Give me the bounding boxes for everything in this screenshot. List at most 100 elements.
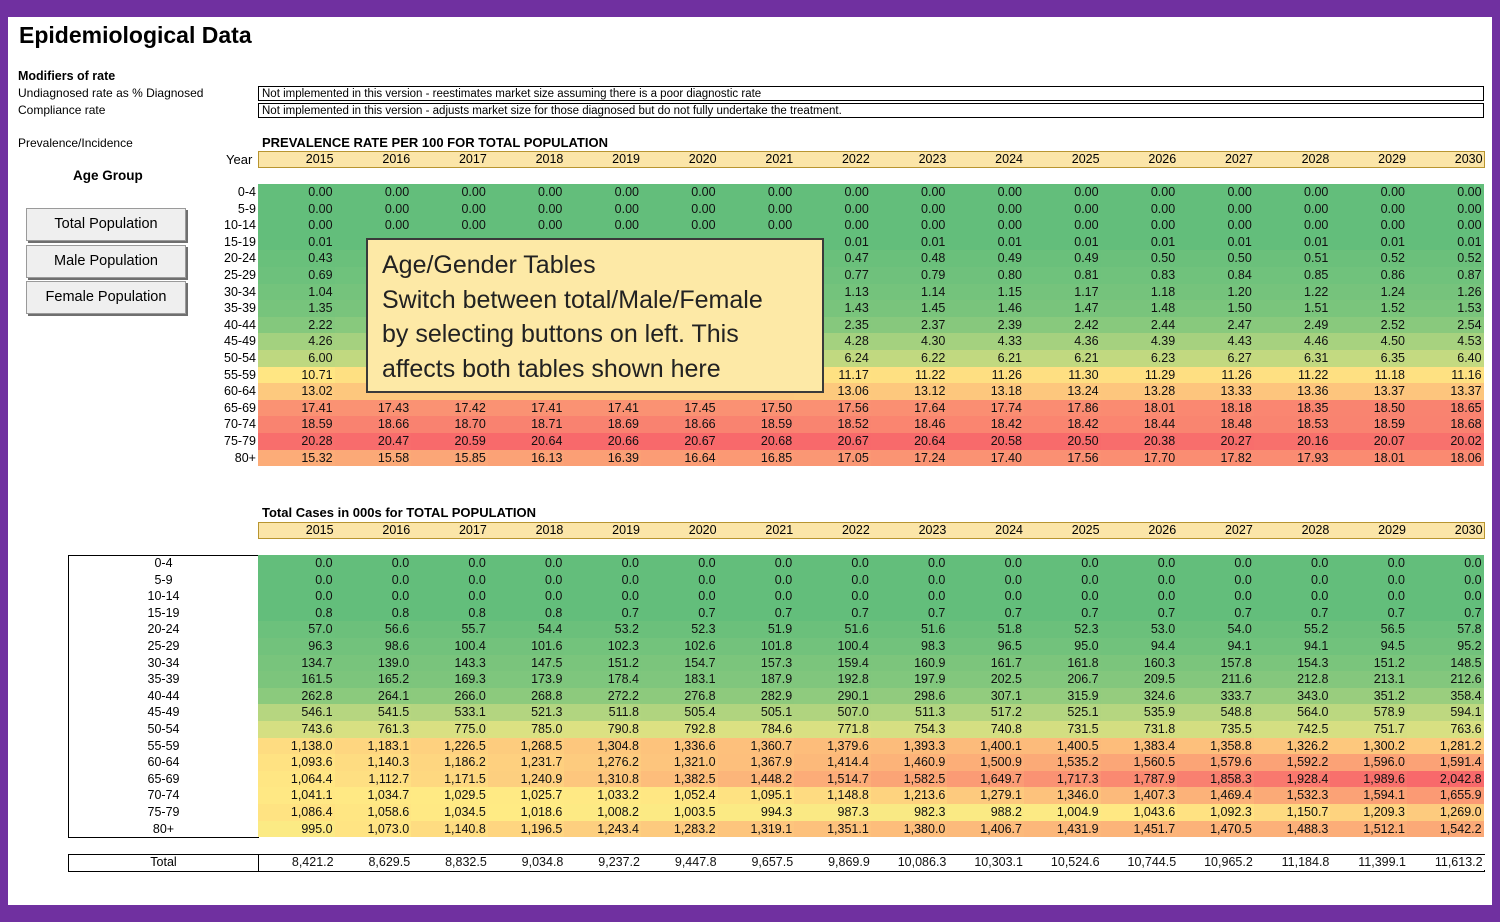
cases-cell[interactable]: 94.1	[1253, 638, 1331, 655]
cases-cell[interactable]: 0.0	[1330, 588, 1407, 605]
cases-cell[interactable]: 0.0	[947, 571, 1024, 589]
prevalence-cell[interactable]: 0.00	[1100, 217, 1178, 234]
prevalence-cell[interactable]: 11.22	[870, 366, 948, 384]
cases-cell[interactable]: 1,231.7	[487, 754, 565, 771]
cases-cell[interactable]: 0.7	[717, 604, 795, 622]
cases-cell[interactable]: 134.7	[258, 654, 335, 672]
cases-cell[interactable]: 333.7	[1177, 687, 1254, 705]
prevalence-cell[interactable]: 1.47	[1024, 300, 1101, 317]
prevalence-cell[interactable]: 0.69	[258, 267, 335, 284]
cases-cell[interactable]: 53.2	[564, 621, 641, 638]
cases-cell[interactable]: 0.0	[411, 588, 488, 605]
prevalence-cell[interactable]: 17.24	[870, 449, 948, 467]
cases-cell[interactable]: 0.0	[1330, 555, 1407, 572]
prevalence-cell[interactable]: 2.54	[1407, 316, 1484, 334]
prevalence-cell[interactable]: 0.01	[1330, 233, 1407, 251]
cases-cell[interactable]: 161.7	[947, 654, 1024, 672]
cases-cell[interactable]: 0.0	[1253, 571, 1331, 589]
cases-cell[interactable]: 546.1	[258, 704, 335, 721]
cases-cell[interactable]: 1,406.7	[947, 820, 1024, 838]
cases-cell[interactable]: 1,058.6	[334, 804, 412, 821]
cases-cell[interactable]: 159.4	[794, 654, 871, 672]
prevalence-cell[interactable]: 2.47	[1177, 316, 1254, 334]
prevalence-cell[interactable]: 0.00	[258, 184, 335, 201]
cases-cell[interactable]: 1,052.4	[641, 787, 718, 804]
cases-cell[interactable]: 143.3	[411, 654, 488, 672]
cases-cell[interactable]: 0.0	[334, 571, 412, 589]
cases-cell[interactable]: 1,086.4	[258, 804, 335, 821]
cases-cell[interactable]: 988.2	[947, 804, 1024, 821]
cases-cell[interactable]: 1,358.8	[1177, 737, 1254, 755]
cases-cell[interactable]: 1,336.6	[641, 737, 718, 755]
total-cell[interactable]: 9,447.8	[642, 855, 719, 870]
prevalence-cell[interactable]: 0.52	[1330, 250, 1407, 267]
cases-cell[interactable]: 0.0	[1024, 588, 1101, 605]
cases-cell[interactable]: 1,004.9	[1024, 804, 1101, 821]
prevalence-cell[interactable]: 18.59	[717, 416, 795, 433]
cases-cell[interactable]: 101.6	[487, 638, 565, 655]
cases-cell[interactable]: 0.0	[1100, 555, 1178, 572]
cases-cell[interactable]: 1,018.6	[487, 804, 565, 821]
cases-cell[interactable]: 1,269.0	[1407, 804, 1484, 821]
prevalence-cell[interactable]: 18.69	[564, 416, 641, 433]
prevalence-cell[interactable]: 0.86	[1330, 267, 1407, 284]
cases-cell[interactable]: 1,351.1	[794, 820, 871, 838]
cases-cell[interactable]: 1,451.7	[1100, 820, 1178, 838]
prevalence-cell[interactable]: 4.43	[1177, 333, 1254, 350]
prevalence-cell[interactable]: 4.39	[1100, 333, 1178, 350]
prevalence-cell[interactable]: 17.42	[411, 399, 488, 417]
prevalence-cell[interactable]: 18.59	[1330, 416, 1407, 433]
cases-cell[interactable]: 324.6	[1100, 687, 1178, 705]
prevalence-cell[interactable]: 18.50	[1330, 399, 1407, 417]
prevalence-cell[interactable]: 20.64	[487, 433, 565, 450]
prevalence-cell[interactable]: 0.00	[1177, 184, 1254, 201]
cases-cell[interactable]: 1,592.2	[1253, 754, 1331, 771]
cases-cell[interactable]: 95.2	[1407, 638, 1484, 655]
prevalence-cell[interactable]: 0.50	[1100, 250, 1178, 267]
cases-cell[interactable]: 51.6	[794, 621, 871, 638]
prevalence-cell[interactable]: 0.00	[870, 184, 948, 201]
cases-cell[interactable]: 594.1	[1407, 704, 1484, 721]
cases-cell[interactable]: 517.2	[947, 704, 1024, 721]
cases-cell[interactable]: 1,380.0	[870, 820, 948, 838]
prevalence-cell[interactable]: 11.22	[1253, 366, 1331, 384]
cases-cell[interactable]: 1,470.5	[1177, 820, 1254, 838]
cases-cell[interactable]: 1,858.3	[1177, 770, 1254, 788]
cases-cell[interactable]: 1,186.2	[411, 754, 488, 771]
prevalence-cell[interactable]: 0.84	[1177, 267, 1254, 284]
prevalence-cell[interactable]: 18.01	[1100, 399, 1178, 417]
cases-cell[interactable]: 160.3	[1100, 654, 1178, 672]
cases-cell[interactable]: 1,008.2	[564, 804, 641, 821]
prevalence-cell[interactable]: 13.36	[1253, 383, 1331, 400]
cases-cell[interactable]: 0.0	[717, 571, 795, 589]
prevalence-cell[interactable]: 20.02	[1407, 433, 1484, 450]
prevalence-cell[interactable]: 17.45	[641, 399, 718, 417]
total-cell[interactable]: 8,421.2	[259, 855, 336, 870]
prevalence-cell[interactable]: 1.17	[1024, 283, 1101, 301]
prevalence-cell[interactable]: 17.93	[1253, 449, 1331, 467]
cases-cell[interactable]: 96.5	[947, 638, 1024, 655]
cases-cell[interactable]: 1,300.2	[1330, 737, 1407, 755]
cases-cell[interactable]: 1,034.7	[334, 787, 412, 804]
cases-cell[interactable]: 1,532.3	[1253, 787, 1331, 804]
prevalence-cell[interactable]: 0.00	[1024, 184, 1101, 201]
cases-cell[interactable]: 1,383.4	[1100, 737, 1178, 755]
cases-cell[interactable]: 0.0	[334, 588, 412, 605]
cases-cell[interactable]: 157.8	[1177, 654, 1254, 672]
prevalence-cell[interactable]: 1.24	[1330, 283, 1407, 301]
prevalence-cell[interactable]: 6.40	[1407, 350, 1484, 367]
cases-cell[interactable]: 211.6	[1177, 671, 1254, 688]
cases-cell[interactable]: 1,488.3	[1253, 820, 1331, 838]
cases-cell[interactable]: 96.3	[258, 638, 335, 655]
prevalence-cell[interactable]: 0.00	[1024, 200, 1101, 218]
cases-cell[interactable]: 1,512.1	[1330, 820, 1407, 838]
cases-cell[interactable]: 0.0	[870, 555, 948, 572]
cases-cell[interactable]: 1,400.5	[1024, 737, 1101, 755]
cases-cell[interactable]: 1,448.2	[717, 770, 795, 788]
prevalence-cell[interactable]: 0.00	[487, 184, 565, 201]
cases-cell[interactable]: 1,787.9	[1100, 770, 1178, 788]
cases-cell[interactable]: 1,095.1	[717, 787, 795, 804]
cases-cell[interactable]: 2,042.8	[1407, 770, 1484, 788]
cases-cell[interactable]: 1,346.0	[1024, 787, 1101, 804]
prevalence-cell[interactable]: 18.06	[1407, 449, 1484, 467]
